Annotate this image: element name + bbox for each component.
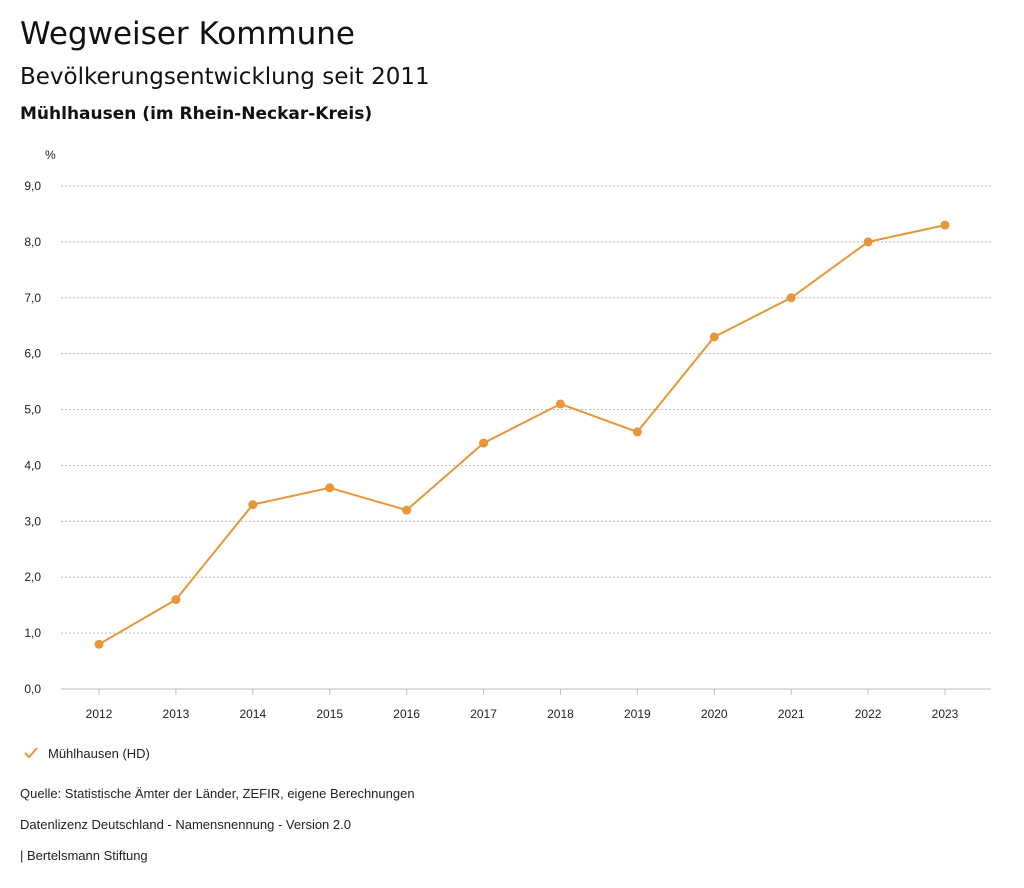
- series-line: [98, 224, 946, 646]
- y-tick-label: 9,0: [24, 179, 41, 193]
- x-tick-label: 2016: [393, 707, 420, 721]
- y-tick-label: 5,0: [24, 403, 41, 417]
- data-point: [863, 237, 873, 247]
- region-label: Mühlhausen (im Rhein-Neckar-Kreis): [20, 104, 373, 124]
- source-note: Quelle: Statistische Ämter der Länder, Z…: [20, 786, 415, 801]
- check-icon: [24, 747, 38, 759]
- publisher-note: | Bertelsmann Stiftung: [20, 848, 148, 863]
- data-point: [171, 595, 181, 605]
- y-tick-label: 1,0: [24, 626, 41, 640]
- data-point: [479, 438, 489, 448]
- data-point: [94, 639, 104, 649]
- data-point: [940, 220, 950, 230]
- chart-legend[interactable]: Mühlhausen (HD): [22, 744, 150, 762]
- y-tick-label: 7,0: [24, 291, 41, 305]
- data-point: [555, 399, 565, 409]
- chart-subtitle: Bevölkerungsentwicklung seit 2011: [20, 64, 430, 90]
- x-tick-label: 2020: [701, 707, 728, 721]
- x-tick-label: 2014: [239, 707, 266, 721]
- x-tick-label: 2022: [855, 707, 882, 721]
- y-tick-label: 4,0: [24, 458, 41, 472]
- y-tick-label: 3,0: [24, 514, 41, 528]
- x-tick-label: 2021: [778, 707, 805, 721]
- data-point: [632, 427, 642, 437]
- legend-label: Mühlhausen (HD): [48, 745, 150, 761]
- x-tick-label: 2012: [86, 707, 113, 721]
- y-tick-label: 8,0: [24, 235, 41, 249]
- data-point: [402, 505, 412, 515]
- y-tick-label: 0,0: [24, 682, 41, 696]
- y-tick-label: 6,0: [24, 347, 41, 361]
- license-note: Datenlizenz Deutschland - Namensnennung …: [20, 817, 351, 832]
- y-axis-unit: %: [45, 148, 56, 162]
- data-point: [709, 332, 719, 342]
- x-tick-label: 2017: [470, 707, 497, 721]
- data-point: [248, 500, 258, 510]
- x-tick-label: 2023: [932, 707, 959, 721]
- y-tick-label: 2,0: [24, 570, 41, 584]
- line-chart: % 0,0 1,0 2,0 3,0 4,0 5,0 6,0 7,0 8,0 9,0 2012 2013 2…: [24, 148, 991, 721]
- x-tick-label: 2019: [624, 707, 651, 721]
- x-tick-label: 2013: [163, 707, 190, 721]
- data-point: [786, 293, 796, 303]
- x-tick-label: 2018: [547, 707, 574, 721]
- page-title: Wegweiser Kommune: [20, 16, 355, 52]
- x-tick-label: 2015: [316, 707, 343, 721]
- data-point: [325, 483, 335, 493]
